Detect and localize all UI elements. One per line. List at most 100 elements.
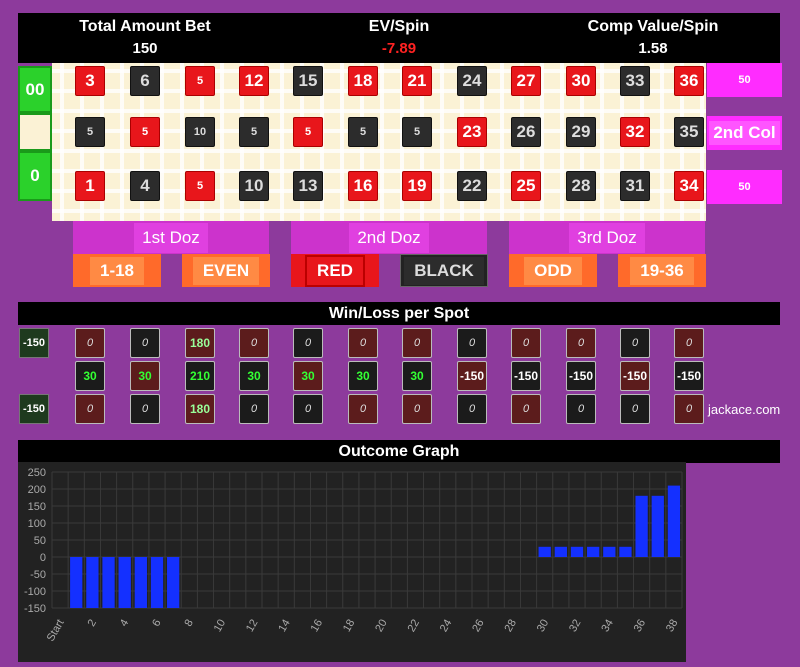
black-bet[interactable]: BLACK xyxy=(400,254,488,287)
dozen-2-bet[interactable]: 2nd Doz xyxy=(291,221,487,254)
dozen-3-bet[interactable]: 3rd Doz xyxy=(509,221,705,254)
number-spot-top-10[interactable]: 30 xyxy=(566,66,596,96)
ev-panel: EV/Spin -7.89 xyxy=(272,13,526,57)
winloss-spot-mid-5: 30 xyxy=(293,361,323,391)
zero-spot[interactable]: 0 xyxy=(18,151,52,201)
number-spot-bot-4[interactable]: 10 xyxy=(239,171,269,201)
winloss-zero-bot: -150 xyxy=(19,394,49,424)
number-spot-bot-9[interactable]: 25 xyxy=(511,171,541,201)
number-spot-bot-2[interactable]: 4 xyxy=(130,171,160,201)
even-bet[interactable]: EVEN xyxy=(182,254,270,287)
number-spot-bot-11[interactable]: 31 xyxy=(620,171,650,201)
winloss-spot-top-9: 0 xyxy=(511,328,541,358)
outcome-bar-34 xyxy=(603,546,616,557)
winloss-zero-top: -150 xyxy=(19,328,49,358)
outcome-bar-2 xyxy=(86,557,99,608)
winloss-spot-bot-1: 0 xyxy=(75,394,105,424)
outcome-graph: 250 200 150 100 50 0 -50 -100 -150 Start 2 4 6 8 10 12 1… xyxy=(18,462,686,662)
winloss-spot-bot-11: 0 xyxy=(620,394,650,424)
number-spot-top-5[interactable]: 15 xyxy=(293,66,323,96)
number-spot-top-1[interactable]: 3 xyxy=(75,66,105,96)
number-spot-bot-5[interactable]: 13 xyxy=(293,171,323,201)
zero-split-spot[interactable] xyxy=(18,113,52,151)
x-tick-label: 32 xyxy=(567,618,584,635)
high-label: 19-36 xyxy=(630,256,694,285)
column-bot-label: 50 xyxy=(738,181,751,193)
outcome-bar-1 xyxy=(70,557,83,608)
column-bet-top[interactable]: 50 xyxy=(707,63,782,97)
column-bet-mid[interactable]: 2nd Col xyxy=(707,116,782,150)
number-spot-mid-8[interactable]: 23 xyxy=(457,117,487,147)
number-spot-mid-6[interactable]: 5 xyxy=(348,117,378,147)
red-bet[interactable]: RED xyxy=(291,254,379,287)
x-tick-label: 18 xyxy=(341,618,358,635)
number-spot-mid-5[interactable]: 5 xyxy=(293,117,323,147)
number-spot-top-4[interactable]: 12 xyxy=(239,66,269,96)
number-spot-top-7[interactable]: 21 xyxy=(402,66,432,96)
number-spot-mid-10[interactable]: 29 xyxy=(566,117,596,147)
x-tick-label: 28 xyxy=(502,618,519,635)
number-spot-top-3[interactable]: 5 xyxy=(185,66,215,96)
number-spot-top-6[interactable]: 18 xyxy=(348,66,378,96)
outcome-bar-35 xyxy=(619,546,632,557)
number-spot-mid-2[interactable]: 5 xyxy=(130,117,160,147)
winloss-spot-mid-8: -150 xyxy=(457,361,487,391)
outcome-bar-6 xyxy=(150,557,164,608)
number-spot-bot-3[interactable]: 5 xyxy=(185,171,215,201)
y-tick-label: -50 xyxy=(30,569,46,581)
number-spot-mid-9[interactable]: 26 xyxy=(511,117,541,147)
number-spot-bot-12[interactable]: 34 xyxy=(674,171,704,201)
high-bet[interactable]: 19-36 xyxy=(618,254,706,287)
x-tick-label: 34 xyxy=(599,618,616,635)
number-spot-top-8[interactable]: 24 xyxy=(457,66,487,96)
dozen-2-label: 2nd Doz xyxy=(349,222,429,253)
column-bet-bot[interactable]: 50 xyxy=(707,170,782,204)
winloss-spot-top-1: 0 xyxy=(75,328,105,358)
outcome-bar-30 xyxy=(538,546,551,557)
x-tick-label: 8 xyxy=(182,618,195,629)
number-spot-mid-4[interactable]: 5 xyxy=(239,117,269,147)
low-bet[interactable]: 1-18 xyxy=(73,254,161,287)
red-label: RED xyxy=(305,254,365,287)
dozen-3-label: 3rd Doz xyxy=(569,222,645,253)
number-spot-bot-7[interactable]: 19 xyxy=(402,171,432,201)
comp-value: 1.58 xyxy=(638,40,668,57)
number-spot-bot-10[interactable]: 28 xyxy=(566,171,596,201)
number-spot-bot-8[interactable]: 22 xyxy=(457,171,487,201)
number-spot-mid-3[interactable]: 10 xyxy=(185,117,215,147)
number-spot-top-12[interactable]: 36 xyxy=(674,66,704,96)
number-spot-bot-1[interactable]: 1 xyxy=(75,171,105,201)
winloss-spot-top-10: 0 xyxy=(566,328,596,358)
winloss-spot-top-8: 0 xyxy=(457,328,487,358)
number-spot-top-2[interactable]: 6 xyxy=(130,66,160,96)
winloss-spot-mid-7: 30 xyxy=(402,361,432,391)
total-bet-panel: Total Amount Bet 150 xyxy=(18,13,272,57)
outcome-bar-32 xyxy=(570,546,584,557)
winloss-spot-mid-3: 210 xyxy=(185,361,215,391)
number-spot-bot-6[interactable]: 16 xyxy=(348,171,378,201)
dozen-1-bet[interactable]: 1st Doz xyxy=(73,221,269,254)
odd-bet[interactable]: ODD xyxy=(509,254,597,287)
x-tick-label: 36 xyxy=(632,618,649,635)
number-spot-top-11[interactable]: 33 xyxy=(620,66,650,96)
number-spot-mid-12[interactable]: 35 xyxy=(674,117,704,147)
y-tick-label: 0 xyxy=(40,552,46,564)
x-tick-label: 2 xyxy=(86,618,99,629)
winloss-spot-top-6: 0 xyxy=(348,328,378,358)
total-bet-label: Total Amount Bet xyxy=(79,18,211,35)
number-spot-mid-11[interactable]: 32 xyxy=(620,117,650,147)
winloss-spot-bot-6: 0 xyxy=(348,394,378,424)
winloss-spot-bot-3: 180 xyxy=(185,394,215,424)
number-spot-top-9[interactable]: 27 xyxy=(511,66,541,96)
y-tick-label: 50 xyxy=(34,535,46,547)
winloss-spot-mid-10: -150 xyxy=(566,361,596,391)
outcome-bar-3 xyxy=(102,557,115,608)
x-tick-label: 16 xyxy=(309,618,326,635)
number-spot-mid-7[interactable]: 5 xyxy=(402,117,432,147)
outcome-bar-33 xyxy=(587,546,600,557)
winloss-spot-top-3: 180 xyxy=(185,328,215,358)
x-tick-label: Start xyxy=(45,618,67,644)
double-zero-spot[interactable]: 00 xyxy=(18,66,52,113)
number-spot-mid-1[interactable]: 5 xyxy=(75,117,105,147)
y-tick-label: 100 xyxy=(28,518,46,530)
